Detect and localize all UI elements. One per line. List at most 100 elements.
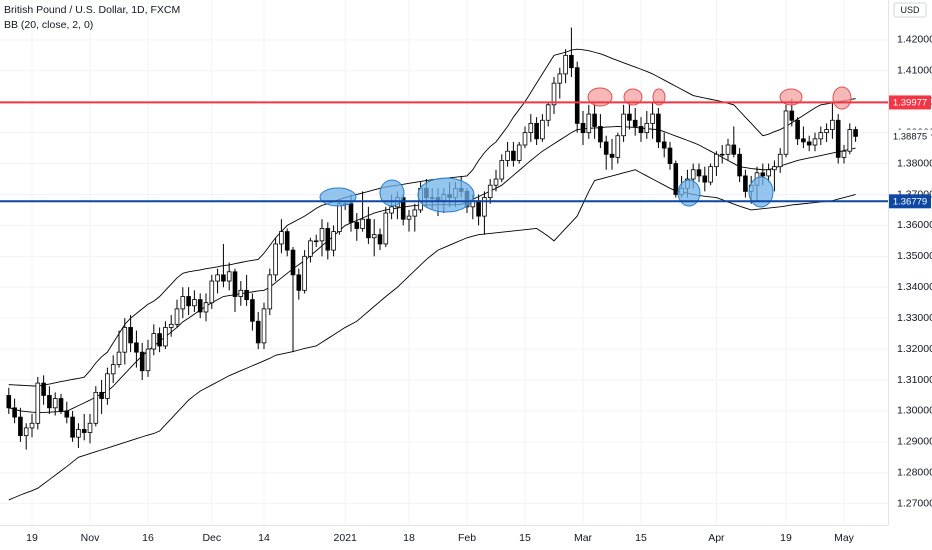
candle-body bbox=[6, 395, 12, 409]
candle-body bbox=[847, 129, 853, 152]
candle-body bbox=[192, 299, 197, 307]
candle-body bbox=[528, 122, 534, 134]
candle-body bbox=[476, 200, 481, 217]
candle-body bbox=[221, 274, 226, 282]
candle-body bbox=[325, 228, 331, 251]
candle-body bbox=[638, 126, 644, 134]
y-tick-label: 1.33000 bbox=[897, 312, 932, 324]
candle-body bbox=[714, 153, 719, 168]
candle-body bbox=[52, 398, 58, 409]
candle-body bbox=[627, 113, 632, 121]
candle-body bbox=[180, 296, 186, 310]
axes: 1.420001.410001.400001.390001.380001.370… bbox=[26, 34, 932, 544]
candle-body bbox=[290, 249, 296, 276]
candle-body bbox=[824, 129, 829, 134]
candle-body bbox=[279, 231, 284, 245]
candle-body bbox=[801, 138, 806, 143]
candle-body bbox=[644, 122, 650, 134]
candle-body bbox=[360, 218, 365, 229]
candle-body bbox=[656, 113, 661, 143]
x-tick-label: Mar bbox=[574, 532, 593, 544]
candle-body bbox=[313, 240, 319, 243]
candle-body bbox=[574, 67, 580, 124]
chart-title: British Pound / U.S. Dollar, 1D, FXCM bbox=[4, 4, 180, 16]
candle-body bbox=[296, 274, 302, 291]
candle-body bbox=[371, 234, 377, 239]
support-marker bbox=[417, 177, 475, 213]
candle-body bbox=[725, 144, 731, 155]
candle-body bbox=[632, 119, 638, 127]
x-tick-label: May bbox=[834, 532, 855, 544]
candle-body bbox=[215, 274, 220, 282]
candle-body bbox=[122, 327, 128, 353]
candle-body bbox=[708, 166, 713, 183]
y-tick-label: 1.29000 bbox=[897, 436, 932, 448]
candle-body bbox=[731, 144, 737, 155]
last-price-box bbox=[889, 129, 931, 144]
x-tick-label: 18 bbox=[403, 532, 415, 544]
candle-body bbox=[35, 382, 41, 424]
candle-body bbox=[557, 73, 563, 84]
candle-body bbox=[29, 422, 35, 429]
support-marker bbox=[319, 187, 357, 207]
candle-body bbox=[12, 407, 17, 418]
candle-body bbox=[389, 206, 394, 214]
candle-body bbox=[516, 144, 522, 161]
grid bbox=[0, 0, 888, 525]
candle-body bbox=[232, 271, 238, 297]
y-tick-label: 1.35000 bbox=[897, 250, 932, 262]
candle-body bbox=[696, 169, 702, 177]
candle-body bbox=[366, 218, 371, 239]
candle-body bbox=[772, 166, 777, 171]
candle-body bbox=[592, 113, 597, 127]
candle-body bbox=[690, 169, 696, 180]
candle-body bbox=[18, 416, 23, 437]
candle-body bbox=[841, 150, 847, 158]
candle-body bbox=[563, 54, 568, 75]
candle-body bbox=[719, 153, 725, 156]
band-lower bbox=[8, 169, 856, 501]
x-tick-label: Dec bbox=[202, 532, 221, 544]
candle-body bbox=[139, 351, 145, 372]
candle-body bbox=[783, 110, 789, 155]
levels bbox=[0, 101, 888, 203]
candles bbox=[6, 27, 858, 450]
candle-body bbox=[145, 348, 151, 372]
candle-body bbox=[493, 178, 499, 186]
candle-body bbox=[226, 271, 232, 282]
x-tick-label: 19 bbox=[26, 532, 38, 544]
y-tick-label: 1.30000 bbox=[897, 405, 932, 417]
candle-body bbox=[621, 113, 626, 137]
candle-body bbox=[667, 147, 673, 164]
currency[interactable]: USD bbox=[900, 5, 920, 15]
candle-body bbox=[87, 422, 93, 433]
candle-body bbox=[284, 231, 290, 251]
resistance-marker bbox=[652, 88, 666, 106]
candle-body bbox=[586, 113, 592, 134]
candle-body bbox=[163, 327, 168, 347]
candle-body bbox=[650, 113, 655, 124]
candle-body bbox=[331, 231, 336, 251]
y-tick-label: 1.32000 bbox=[897, 343, 932, 355]
x-tick-label: 15 bbox=[635, 532, 647, 544]
candle-body bbox=[702, 175, 708, 183]
y-tick-label: 1.41000 bbox=[897, 65, 932, 77]
candle-body bbox=[23, 427, 29, 437]
level-label-box bbox=[889, 95, 931, 110]
y-tick-label: 1.31000 bbox=[897, 374, 932, 386]
x-tick-label: 15 bbox=[519, 532, 531, 544]
resistance-marker bbox=[832, 86, 852, 110]
candle-body bbox=[818, 132, 824, 140]
candle-body bbox=[151, 333, 157, 350]
candle-body bbox=[308, 240, 313, 257]
candle-body bbox=[70, 416, 75, 438]
candle-body bbox=[134, 342, 139, 353]
level-label-box bbox=[889, 194, 931, 209]
candle-body bbox=[238, 289, 244, 297]
currency-box[interactable] bbox=[893, 2, 927, 18]
candle-body bbox=[168, 323, 174, 328]
candle-body bbox=[482, 197, 487, 217]
candle-body bbox=[319, 228, 325, 242]
candle-body bbox=[615, 135, 621, 158]
candle-body bbox=[406, 215, 412, 220]
